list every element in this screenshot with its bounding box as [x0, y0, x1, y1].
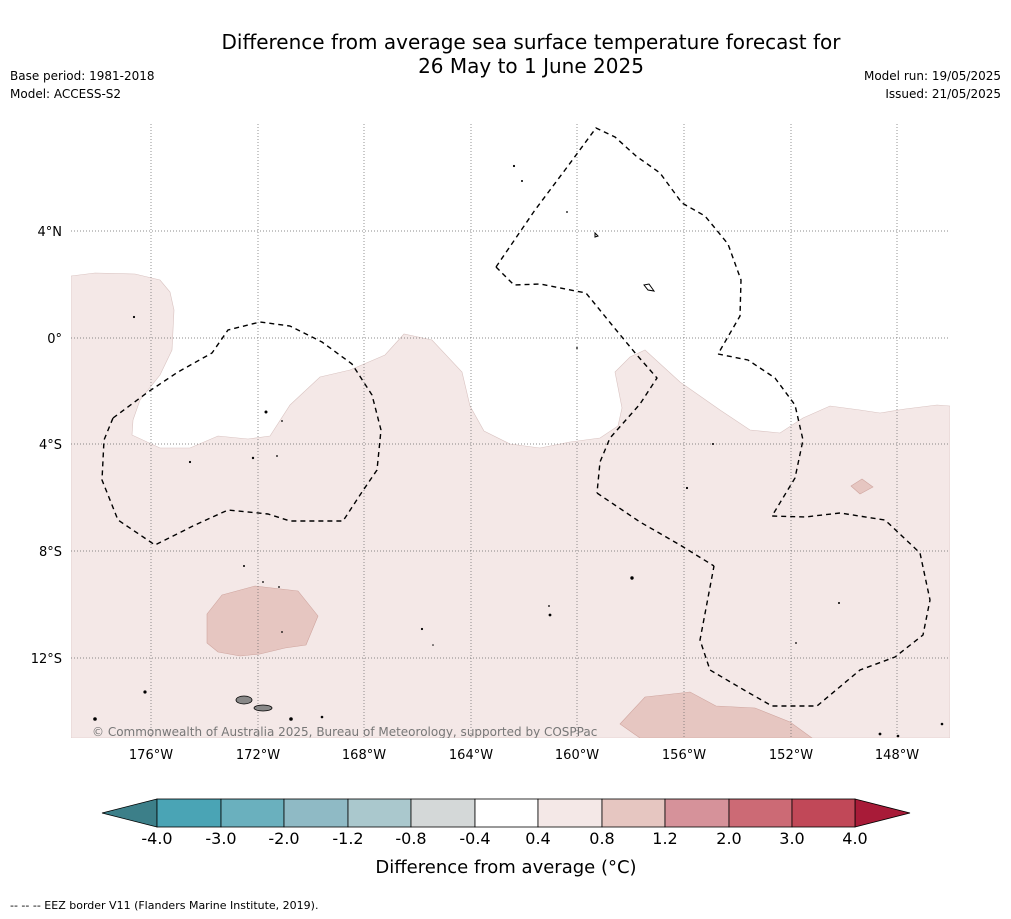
colorbar-band: [601, 798, 666, 828]
lat-label: 0°: [47, 332, 62, 347]
anomaly-region-0-4-to-0-8: [71, 272, 950, 738]
lat-label: 12°S: [31, 652, 62, 667]
graticule: [71, 124, 950, 738]
issued-date: Issued: 21/05/2025: [885, 87, 1001, 101]
colorbar-tick-label: 0.4: [525, 829, 550, 848]
colorbar-tick-label: 2.0: [716, 829, 741, 848]
anomaly-region-0-8-to-1-2-west: [206, 585, 319, 657]
colorbar-tick-label: 4.0: [842, 829, 867, 848]
colorbar-band: [410, 798, 476, 828]
lon-label: 160°W: [555, 748, 599, 763]
colorbar-band: [791, 798, 856, 828]
atoll-north: [643, 283, 656, 292]
colorbar-tick-label: 1.2: [652, 829, 677, 848]
colorbar-band: [474, 798, 539, 828]
model-run-date: Model run: 19/05/2025: [863, 69, 1001, 83]
colorbar: -4.0 -3.0 -2.0 -1.2 -0.8 -0.4 0.4 0.8 1.…: [101, 798, 911, 878]
copyright-notice: © Commonwealth of Australia 2025, Bureau…: [92, 725, 597, 739]
base-period: Base period: 1981-2018: [10, 69, 155, 83]
colorbar-tick-label: -0.4: [459, 829, 490, 848]
eez-borders: [101, 127, 931, 707]
colorbar-tick-label: -3.0: [205, 829, 236, 848]
lon-label: 172°W: [236, 748, 280, 763]
lon-label: 176°W: [129, 748, 173, 763]
lon-label: 148°W: [875, 748, 919, 763]
colorbar-band: [664, 798, 730, 828]
samoa-upolu: [253, 704, 273, 712]
samoa-savaii: [235, 695, 253, 705]
eez-border-kiribati-line: [495, 127, 742, 355]
map-title-line-1: Difference from average sea surface temp…: [221, 30, 841, 54]
latitude-labels: 4°N 0° 4°S 8°S 12°S: [31, 225, 62, 667]
colorbar-above-arrow: [854, 798, 911, 828]
islands: [93, 164, 944, 738]
lat-label: 4°S: [39, 438, 62, 453]
colorbar-band: [220, 798, 285, 828]
colorbar-tick-label: -1.2: [332, 829, 363, 848]
eez-footnote: -- -- -- EEZ border V11 (Flanders Marine…: [10, 899, 319, 912]
eez-border-french-polynesia: [699, 353, 931, 707]
lat-label: 4°N: [38, 225, 63, 240]
colorbar-band: [537, 798, 603, 828]
colorbar-band: [728, 798, 793, 828]
colorbar-tick-label: -2.0: [268, 829, 299, 848]
lon-label: 156°W: [662, 748, 706, 763]
eez-border-cook-north: [596, 492, 715, 567]
colorbar-title: Difference from average (°C): [375, 857, 636, 878]
lon-label: 168°W: [342, 748, 386, 763]
map-panel: © Commonwealth of Australia 2025, Bureau…: [71, 124, 950, 739]
anomaly-region-0-8-to-1-2-southeast: [619, 691, 813, 738]
colorbar-band: [283, 798, 349, 828]
lon-label: 164°W: [449, 748, 493, 763]
longitude-labels: 176°W 172°W 168°W 164°W 160°W 156°W 152°…: [129, 748, 919, 763]
colorbar-tick-label: -4.0: [141, 829, 172, 848]
colorbar-band: [156, 798, 222, 828]
map-title-line-2: 26 May to 1 June 2025: [418, 54, 644, 78]
lat-label: 8°S: [39, 545, 62, 560]
lon-label: 152°W: [769, 748, 813, 763]
colorbar-tick-label: 3.0: [779, 829, 804, 848]
kiritimati-island: [594, 231, 599, 238]
colorbar-tick-label: 0.8: [589, 829, 614, 848]
model-name: Model: ACCESS-S2: [10, 87, 122, 101]
colorbar-below-arrow: [101, 798, 158, 828]
map-title: Difference from average sea surface temp…: [0, 30, 1011, 78]
colorbar-tick-label: -0.8: [395, 829, 426, 848]
colorbar-band: [347, 798, 412, 828]
anomaly-region-0-8-to-1-2-east: [850, 478, 874, 495]
eez-border-tokelau: [101, 321, 382, 546]
meta-right: Model run: 19/05/2025 Issued: 21/05/2025: [864, 67, 1001, 103]
meta-left: Base period: 1981-2018 Model: ACCESS-S2: [10, 67, 155, 103]
